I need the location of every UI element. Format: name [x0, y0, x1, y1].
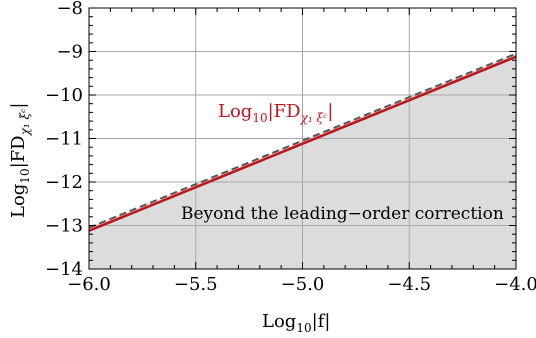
series-lines: [88, 52, 517, 232]
y-tick-label: −8: [56, 0, 83, 19]
axis-ticks: −6.0 −5.5 −5.0 −4.5 −4.0 −14 −13 −12 −11 −10 −9 −8: [45, 0, 536, 295]
x-tick-label: −5.0: [281, 274, 325, 295]
y-tick-label: −12: [45, 172, 83, 193]
y-tick-label: −11: [45, 129, 83, 150]
x-tick-label: −6.0: [67, 274, 111, 295]
x-axis-title: Log10|f|: [262, 311, 330, 335]
series-solid-line: [88, 55, 517, 232]
y-tick-label: −14: [45, 259, 83, 280]
shaded-region-annotation: Beyond the leading−order correction: [181, 204, 504, 224]
y-tick-label: −10: [45, 85, 83, 106]
series-label: Log10|FDχ₁ ξᶜ|: [218, 101, 333, 125]
x-tick-label: −4.5: [387, 274, 431, 295]
grid: [89, 8, 516, 269]
y-axis-title: Log10|FDχ₁ ξᶜ|: [8, 103, 32, 218]
x-tick-label: −5.5: [174, 274, 218, 295]
x-tick-label: −4.0: [494, 274, 536, 295]
y-tick-label: −9: [56, 42, 83, 63]
y-tick-label: −13: [45, 216, 83, 237]
